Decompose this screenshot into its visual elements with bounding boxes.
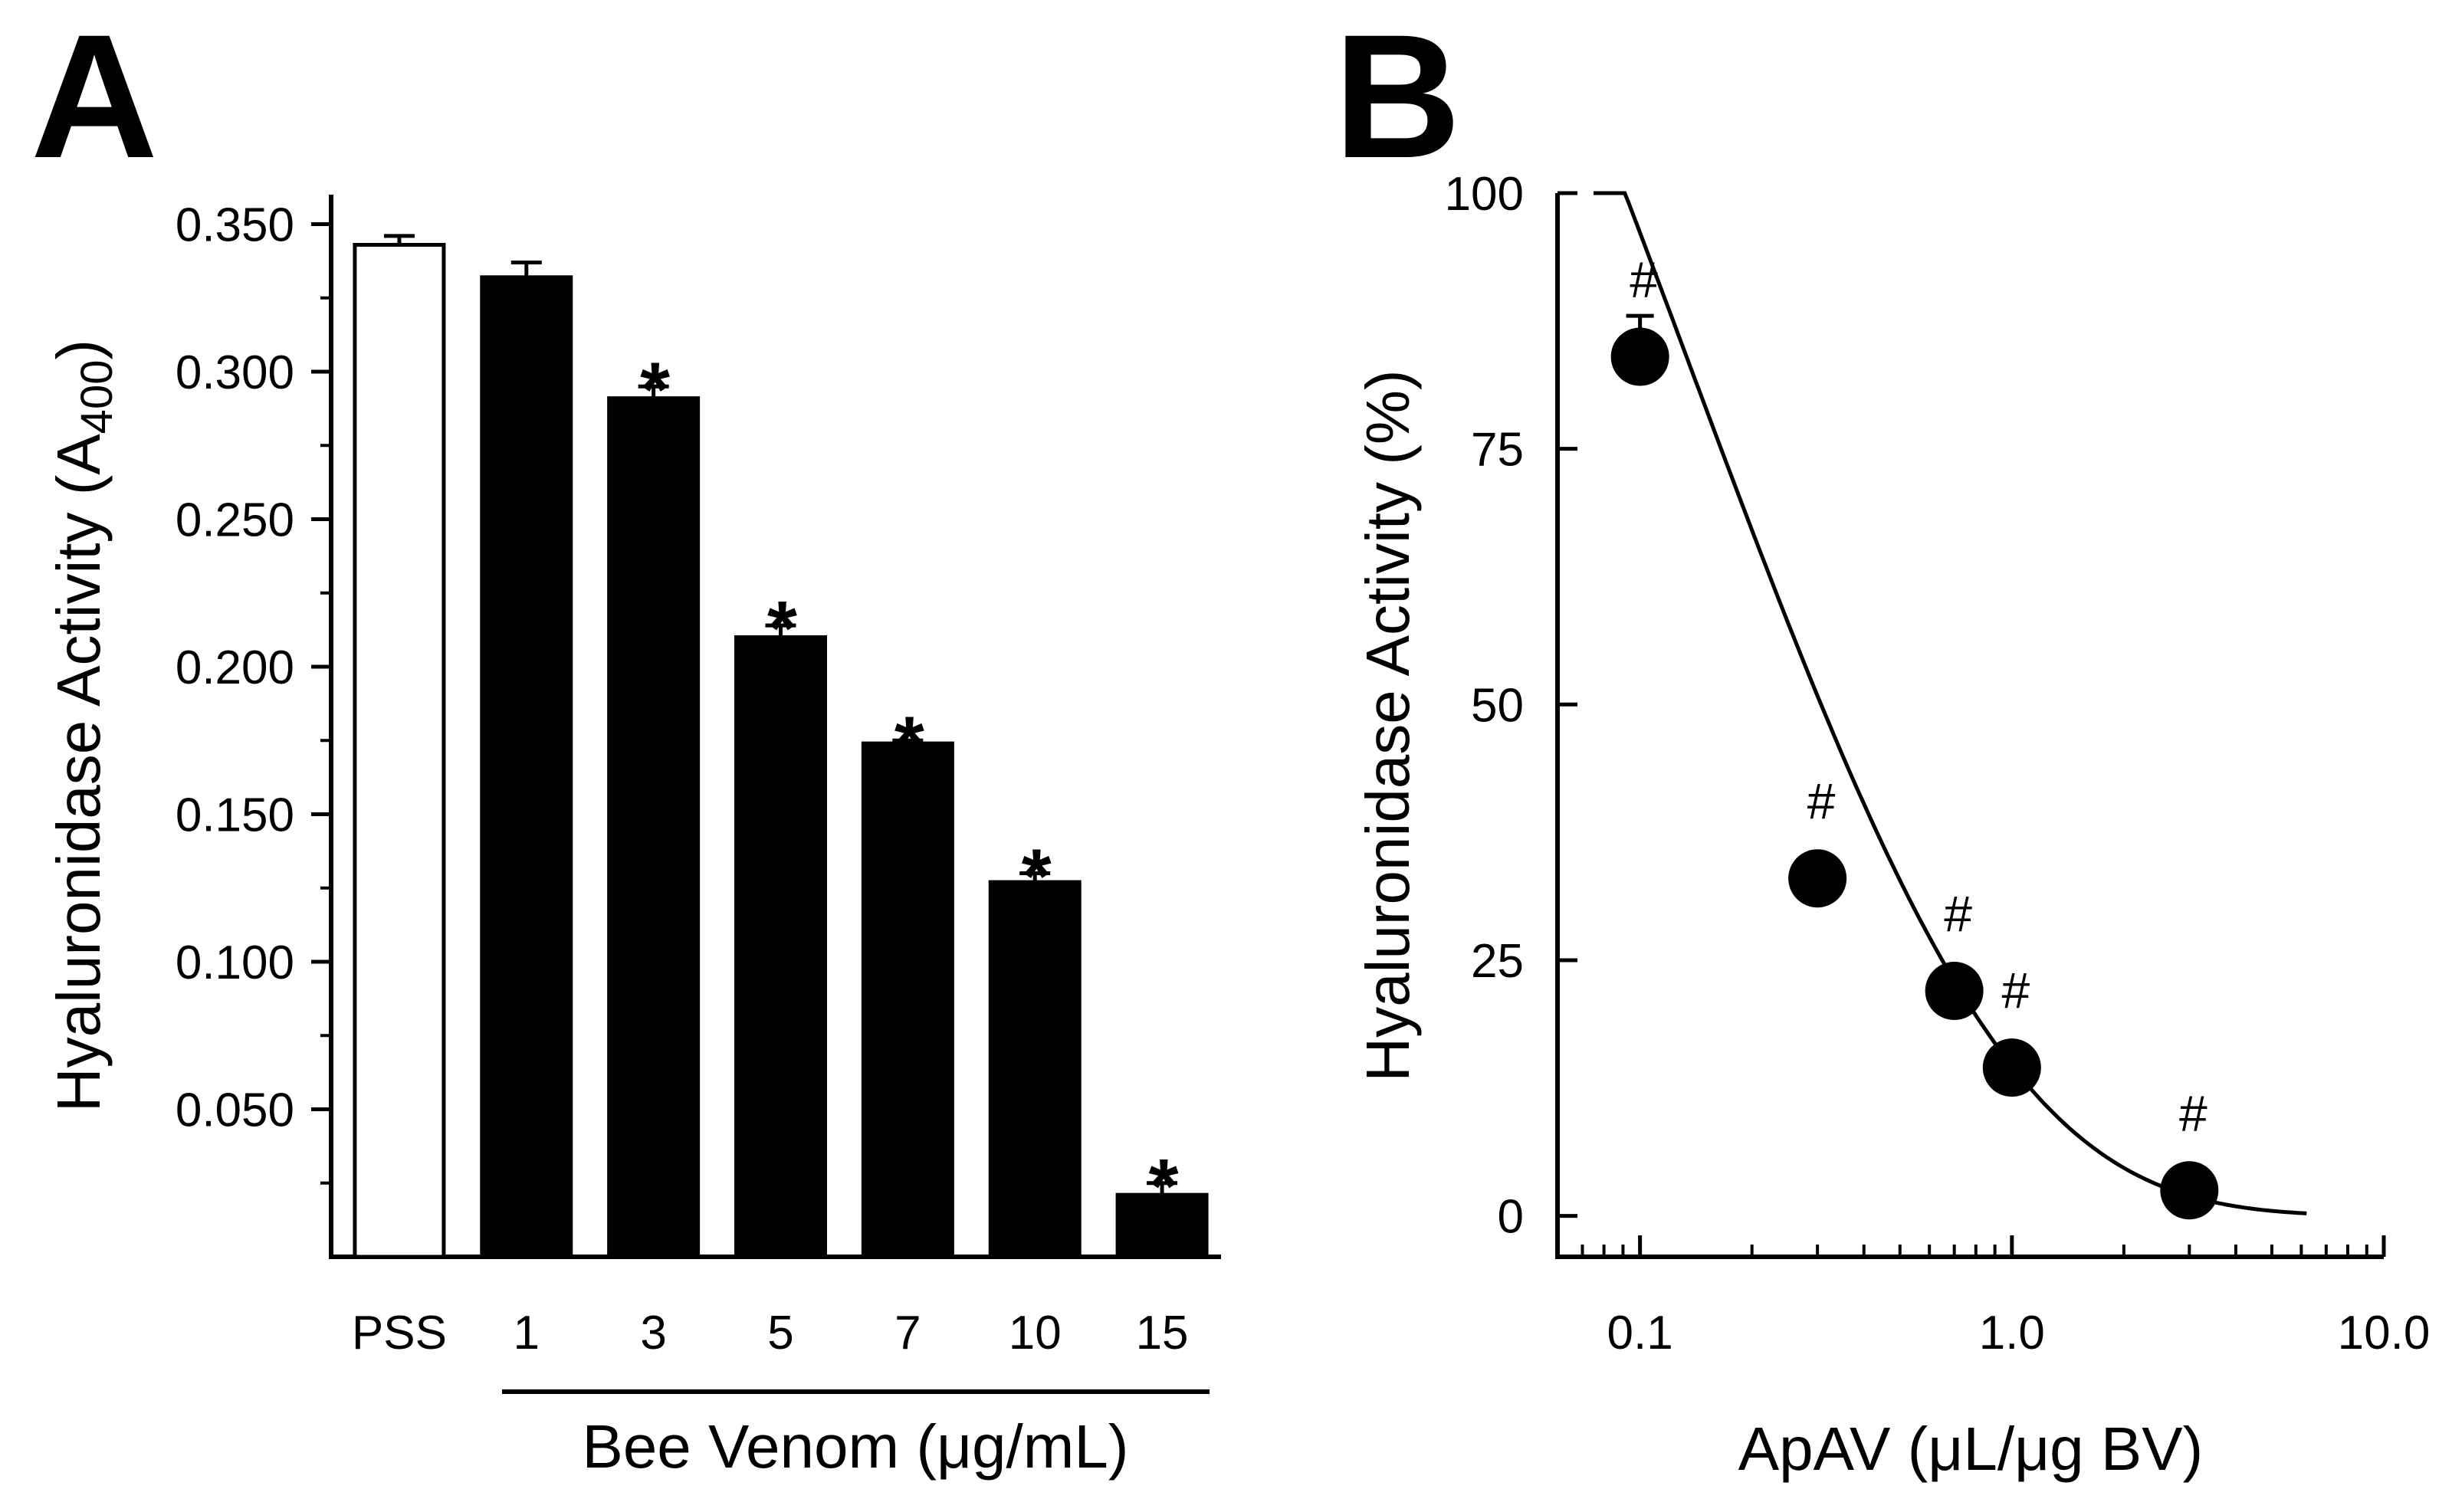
significance-marker: * xyxy=(1149,1143,1179,1229)
data-point xyxy=(1788,849,1847,908)
bar xyxy=(1115,1192,1209,1259)
fit-curve xyxy=(1594,191,2307,1215)
significance-marker: # xyxy=(1630,251,1658,308)
significance-marker: * xyxy=(894,700,924,786)
data-point xyxy=(1610,327,1669,386)
scatter-chart-panel-b: 0 25 50 75 100 0.1 1.0 10.0 # # # # # ApAV (μL/μg … xyxy=(1354,168,2430,1483)
x-tick-label: 5 xyxy=(767,1307,793,1359)
x-tick-labels: PSS 1 3 5 7 10 15 xyxy=(352,1307,1189,1359)
y-tick-label: 0.150 xyxy=(176,789,294,842)
y-tick-label: 100 xyxy=(1445,168,1524,221)
significance-marker: # xyxy=(2179,1084,2207,1141)
significance-marker: # xyxy=(1944,885,1972,942)
x-tick-label: 10.0 xyxy=(2338,1307,2431,1359)
x-tick-label: 3 xyxy=(640,1307,666,1359)
y-ticks: 0 25 50 75 100 xyxy=(1445,168,1577,1244)
x-axis-title: Bee Venom (μg/mL) xyxy=(582,1412,1128,1481)
bar xyxy=(607,396,701,1259)
y-tick-label: 0.300 xyxy=(176,346,294,399)
bar xyxy=(734,635,827,1259)
bar xyxy=(861,741,954,1259)
y-axis-title: Hyaluronidase Activity (%) xyxy=(1354,369,1422,1081)
y-ticks: 0.050 0.100 0.150 0.200 0.250 0.300 0.350 xyxy=(176,199,331,1185)
y-tick-label: 50 xyxy=(1471,679,1524,732)
panel-a-label: A xyxy=(31,0,158,195)
y-tick-label: 25 xyxy=(1471,935,1524,988)
x-tick-label: 10 xyxy=(1009,1307,1062,1359)
x-tick-label: 15 xyxy=(1136,1307,1189,1359)
y-tick-label: 0.250 xyxy=(176,494,294,547)
y-tick-label: 75 xyxy=(1471,424,1524,477)
panel-b-label: B xyxy=(1334,0,1461,195)
x-tick-label: 0.1 xyxy=(1607,1307,1673,1359)
x-tick-label: 1 xyxy=(514,1307,540,1359)
significance-marker: * xyxy=(640,346,670,432)
data-point xyxy=(1925,962,1984,1020)
significance-marker: * xyxy=(1022,834,1052,920)
x-tick-label: 7 xyxy=(894,1307,921,1359)
data-point xyxy=(1982,1038,2041,1097)
y-axis-title: Hyaluronidase Activity (A400) xyxy=(44,339,122,1112)
x-tick-label: 1.0 xyxy=(1979,1307,2045,1359)
x-tick-label: PSS xyxy=(352,1307,447,1359)
significance-marker: * xyxy=(767,585,797,671)
y-tick-label: 0.200 xyxy=(176,641,294,694)
x-ticks: 0.1 1.0 10.0 xyxy=(1556,1235,2431,1359)
y-tick-label: 0.100 xyxy=(176,936,294,989)
significance-marker: # xyxy=(1807,772,1836,829)
significance-marker: # xyxy=(2001,962,2030,1018)
y-tick-label: 0 xyxy=(1498,1191,1524,1244)
data-points: # # # # # xyxy=(1610,251,2219,1220)
bar xyxy=(988,880,1082,1259)
y-tick-label: 0.350 xyxy=(176,199,294,252)
y-tick-label: 0.050 xyxy=(176,1084,294,1137)
bars: * * * * * xyxy=(353,234,1209,1259)
x-axis-title: ApAV (μL/μg BV) xyxy=(1738,1415,2203,1483)
bar xyxy=(480,275,573,1259)
bar xyxy=(353,242,446,1259)
data-point xyxy=(2160,1161,2219,1220)
